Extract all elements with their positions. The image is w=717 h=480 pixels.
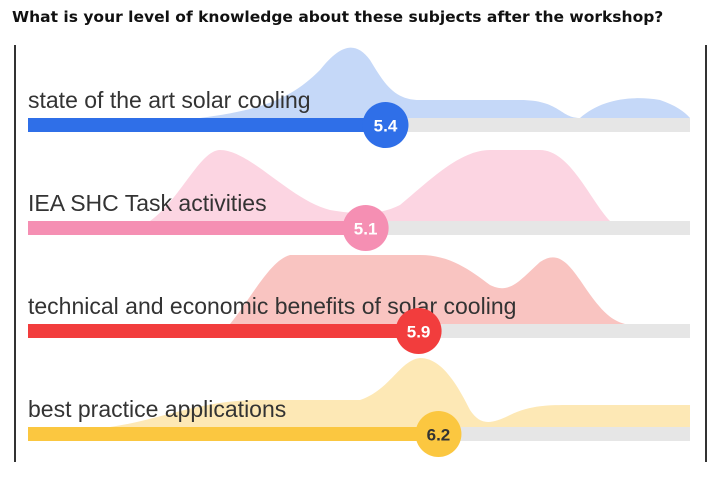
value-label: 5.9 — [407, 323, 431, 342]
distribution-area — [28, 150, 690, 221]
bar — [28, 118, 386, 132]
bar — [28, 221, 366, 235]
distributions — [28, 47, 690, 427]
value-badge — [415, 411, 462, 457]
distribution-area — [28, 255, 690, 324]
value-label: 5.4 — [374, 117, 398, 136]
distribution-area — [28, 358, 690, 427]
chart-title: What is your level of knowledge about th… — [12, 8, 663, 26]
category-label: state of the art solar cooling — [28, 87, 311, 113]
category-label: IEA SHC Task activities — [28, 190, 267, 216]
value-label: 5.1 — [354, 220, 378, 239]
category-label: technical and economic benefits of solar… — [28, 293, 516, 319]
value-badge — [395, 308, 442, 354]
category-label: best practice applications — [28, 396, 286, 422]
distribution-area — [28, 47, 690, 118]
value-label: 6.2 — [427, 426, 451, 445]
value-badge — [342, 205, 389, 251]
value-badge — [362, 102, 409, 148]
bar — [28, 324, 419, 338]
bar — [28, 427, 439, 441]
